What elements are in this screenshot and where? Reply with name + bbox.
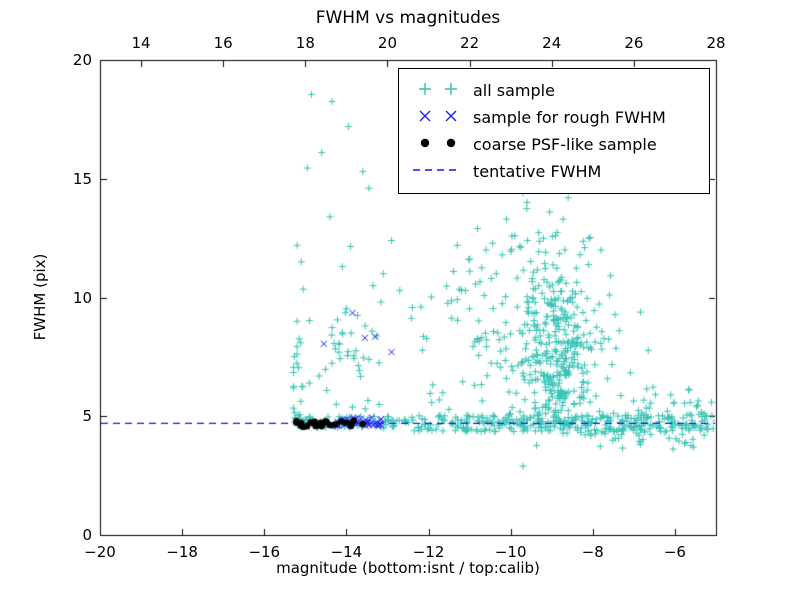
legend-label: all sample bbox=[473, 81, 555, 100]
legend-entry-sample-for-rough-fwhm: sample for rough FWHM bbox=[409, 104, 699, 131]
y-tick-label: 20 bbox=[72, 51, 92, 69]
x-axis-label: magnitude (bottom:isnt / top:calib) bbox=[276, 559, 540, 577]
legend-entry-all-sample: all sample bbox=[409, 77, 699, 104]
x-tick-label: −10 bbox=[494, 543, 527, 561]
legend-marker-x-icon bbox=[409, 105, 465, 131]
top-tick-label: 14 bbox=[131, 34, 151, 52]
x-tick-label: −12 bbox=[412, 543, 445, 561]
legend-label: sample for rough FWHM bbox=[473, 108, 666, 127]
legend-entry-coarse-psf-like-sample: coarse PSF-like sample bbox=[409, 131, 699, 158]
x-tick-label: −18 bbox=[166, 543, 198, 561]
top-tick-label: 22 bbox=[460, 34, 480, 52]
legend-label: coarse PSF-like sample bbox=[473, 135, 657, 154]
x-tick-label: −8 bbox=[581, 543, 604, 561]
chart-title: FWHM vs magnitudes bbox=[315, 8, 501, 28]
legend-marker-dot-icon bbox=[409, 132, 465, 158]
legend-label: tentative FWHM bbox=[473, 162, 602, 181]
y-tick-label: 0 bbox=[82, 526, 92, 544]
legend-entry-tentative-fwhm: tentative FWHM bbox=[409, 158, 699, 185]
top-tick-label: 20 bbox=[377, 34, 397, 52]
x-tick-label: −16 bbox=[248, 543, 281, 561]
top-tick-label: 26 bbox=[624, 34, 644, 52]
y-tick-label: 5 bbox=[82, 407, 92, 426]
top-tick-label: 16 bbox=[213, 34, 233, 52]
y-tick-label: 10 bbox=[72, 288, 92, 307]
x-tick-label: −6 bbox=[663, 543, 686, 561]
y-tick-label: 15 bbox=[72, 169, 92, 188]
top-tick-label: 18 bbox=[295, 34, 315, 52]
legend-marker-plus-icon bbox=[409, 78, 465, 104]
x-tick-label: −14 bbox=[330, 543, 363, 561]
top-tick-label: 24 bbox=[542, 34, 562, 52]
x-tick-label: −20 bbox=[84, 543, 116, 561]
top-tick-label: 28 bbox=[706, 34, 726, 52]
legend: all sample sample for rough FWHM coarse PS… bbox=[398, 68, 710, 194]
legend-marker-dashed-line-icon bbox=[409, 159, 465, 185]
